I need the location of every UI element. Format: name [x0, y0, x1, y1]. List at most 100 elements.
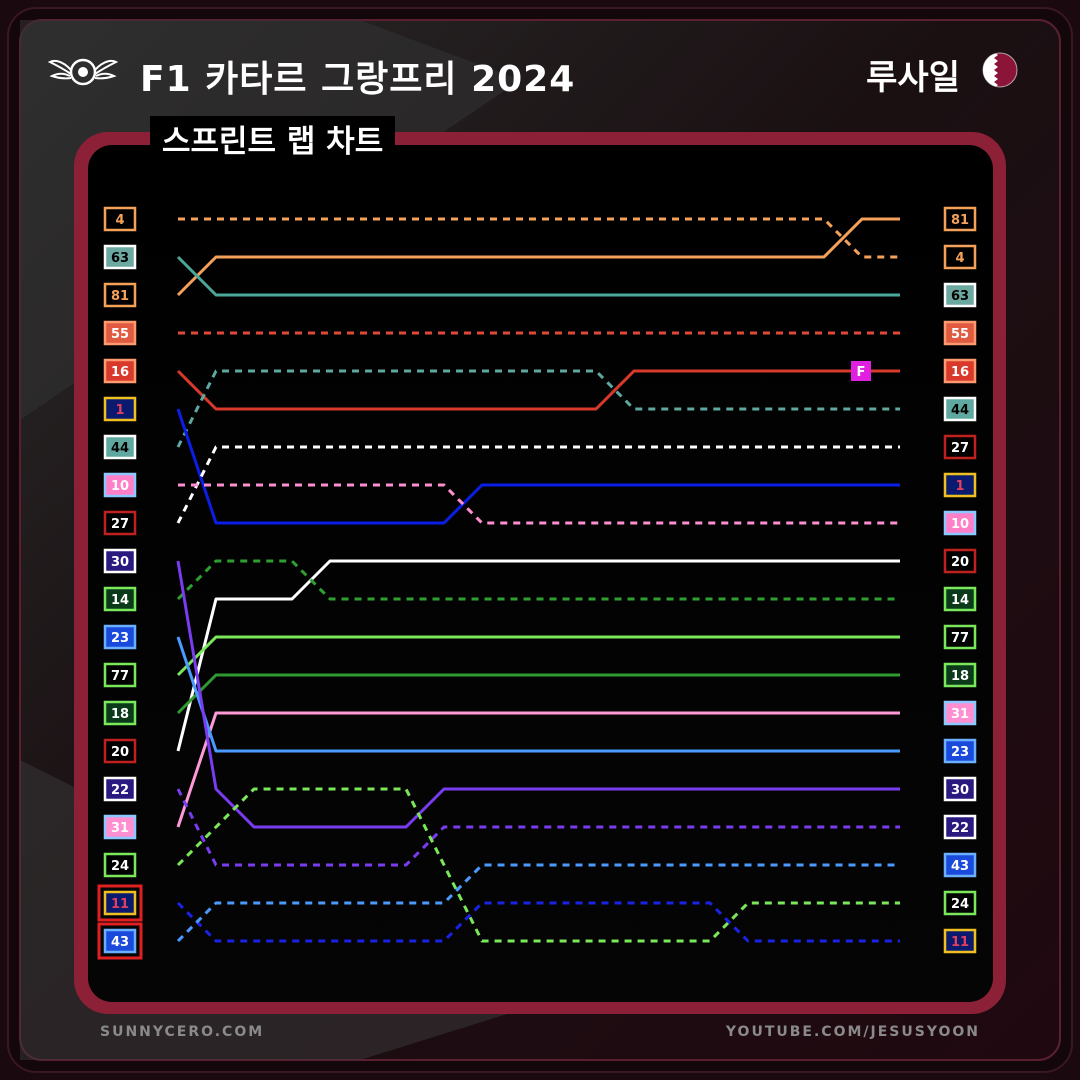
start-driver-box-16: 16	[103, 358, 137, 384]
fastest-lap-marker-bg	[851, 361, 871, 381]
finish-driver-label-11: 11	[951, 935, 969, 950]
start-driver-box-bg-63	[103, 244, 137, 270]
start-driver-box-43: 43	[103, 928, 137, 954]
start-driver-label-55: 55	[111, 327, 129, 342]
start-driver-label-14: 14	[111, 593, 129, 608]
wings-logo-icon	[48, 58, 118, 86]
finish-driver-label-55: 55	[951, 327, 969, 342]
finish-driver-box-bg-44	[943, 396, 977, 422]
finish-driver-label-10: 10	[951, 517, 969, 532]
start-driver-box-4: 4	[103, 206, 137, 232]
series-line-4	[178, 217, 900, 259]
start-driver-label-63: 63	[111, 251, 129, 266]
finish-driver-box-18: 18	[943, 662, 977, 688]
qatar-flag-icon	[982, 52, 1018, 88]
start-driver-label-11: 11	[111, 897, 129, 912]
venue-label: 루사일	[866, 58, 960, 98]
fastest-lap-marker: F	[851, 361, 871, 381]
finish-driver-box-bg-31	[943, 700, 977, 726]
start-driver-box-bg-77	[103, 662, 137, 688]
start-driver-box-bg-1	[103, 396, 137, 422]
finish-driver-label-44: 44	[951, 403, 969, 418]
chart-subtitle: 스프린트 랩 차트	[150, 116, 396, 161]
start-driver-box-22: 22	[103, 776, 137, 802]
series-line-14	[176, 559, 900, 601]
series-line-16	[176, 369, 900, 411]
finish-driver-box-44: 44	[943, 396, 977, 422]
start-driver-box-bg-31	[103, 814, 137, 840]
page-title: F1 카타르 그랑프리 2024	[140, 59, 576, 100]
start-driver-box-63: 63	[103, 244, 137, 270]
series-line-63	[176, 255, 900, 297]
finish-driver-box-bg-16	[943, 358, 977, 384]
start-driver-label-1: 1	[115, 403, 124, 418]
finish-driver-label-16: 16	[951, 365, 969, 380]
finish-driver-box-bg-20	[943, 548, 977, 574]
series-line-44	[176, 369, 900, 448]
finish-driver-box-4: 4	[943, 244, 977, 270]
finish-driver-label-31: 31	[951, 707, 969, 722]
start-driver-box-31: 31	[103, 814, 137, 840]
finish-driver-box-22: 22	[943, 814, 977, 840]
finish-driver-label-20: 20	[951, 555, 969, 570]
start-driver-box-24: 24	[103, 852, 137, 878]
start-driver-box-bg-30	[103, 548, 137, 574]
finish-driver-label-30: 30	[951, 783, 969, 798]
fastest-lap-label: F	[857, 365, 866, 380]
finish-driver-box-bg-18	[943, 662, 977, 688]
series-line-22	[176, 788, 900, 867]
finish-driver-box-bg-11	[943, 928, 977, 954]
finish-driver-box-bg-27	[943, 434, 977, 460]
series-line-27	[176, 445, 900, 524]
finish-driver-box-43: 43	[943, 852, 977, 878]
finish-driver-box-bg-77	[943, 624, 977, 650]
series-line-18	[176, 673, 900, 715]
start-driver-box-18: 18	[103, 700, 137, 726]
start-driver-box-81: 81	[103, 282, 137, 308]
start-driver-box-27: 27	[103, 510, 137, 536]
series-line-31	[176, 711, 900, 828]
start-driver-box-bg-10	[103, 472, 137, 498]
series-line-77	[176, 635, 900, 677]
highlight-frame-11	[97, 884, 143, 922]
start-driver-box-11: 11	[103, 890, 137, 916]
series-line-30	[176, 560, 900, 829]
finish-driver-box-20: 20	[943, 548, 977, 574]
finish-driver-label-4: 4	[955, 251, 964, 266]
finish-driver-box-14: 14	[943, 586, 977, 612]
start-driver-box-bg-20	[103, 738, 137, 764]
start-driver-label-77: 77	[111, 669, 129, 684]
finish-driver-box-1: 1	[943, 472, 977, 498]
start-driver-box-bg-44	[103, 434, 137, 460]
series-line-23	[176, 636, 900, 753]
series-line-43	[176, 863, 900, 943]
start-driver-box-23: 23	[103, 624, 137, 650]
start-driver-box-bg-23	[103, 624, 137, 650]
finish-driver-label-63: 63	[951, 289, 969, 304]
start-driver-box-bg-81	[103, 282, 137, 308]
start-driver-label-43: 43	[111, 935, 129, 950]
start-driver-label-22: 22	[111, 783, 129, 798]
start-driver-box-bg-55	[103, 320, 137, 346]
start-driver-box-77: 77	[103, 662, 137, 688]
finish-driver-box-30: 30	[943, 776, 977, 802]
finish-driver-box-63: 63	[943, 282, 977, 308]
finish-driver-label-18: 18	[951, 669, 969, 684]
finish-driver-box-77: 77	[943, 624, 977, 650]
start-driver-label-4: 4	[115, 213, 124, 228]
start-driver-box-bg-27	[103, 510, 137, 536]
finish-driver-box-bg-24	[943, 890, 977, 916]
finish-driver-box-55: 55	[943, 320, 977, 346]
start-driver-box-bg-43	[103, 928, 137, 954]
start-driver-label-31: 31	[111, 821, 129, 836]
finish-driver-label-14: 14	[951, 593, 969, 608]
start-driver-box-bg-22	[103, 776, 137, 802]
start-driver-box-bg-24	[103, 852, 137, 878]
series-line-11	[176, 901, 900, 943]
footer-youtube-label: YOUTUBE.COM/JESUSYOON	[725, 1024, 980, 1040]
series-line-20	[176, 559, 900, 752]
start-driver-box-bg-4	[103, 206, 137, 232]
